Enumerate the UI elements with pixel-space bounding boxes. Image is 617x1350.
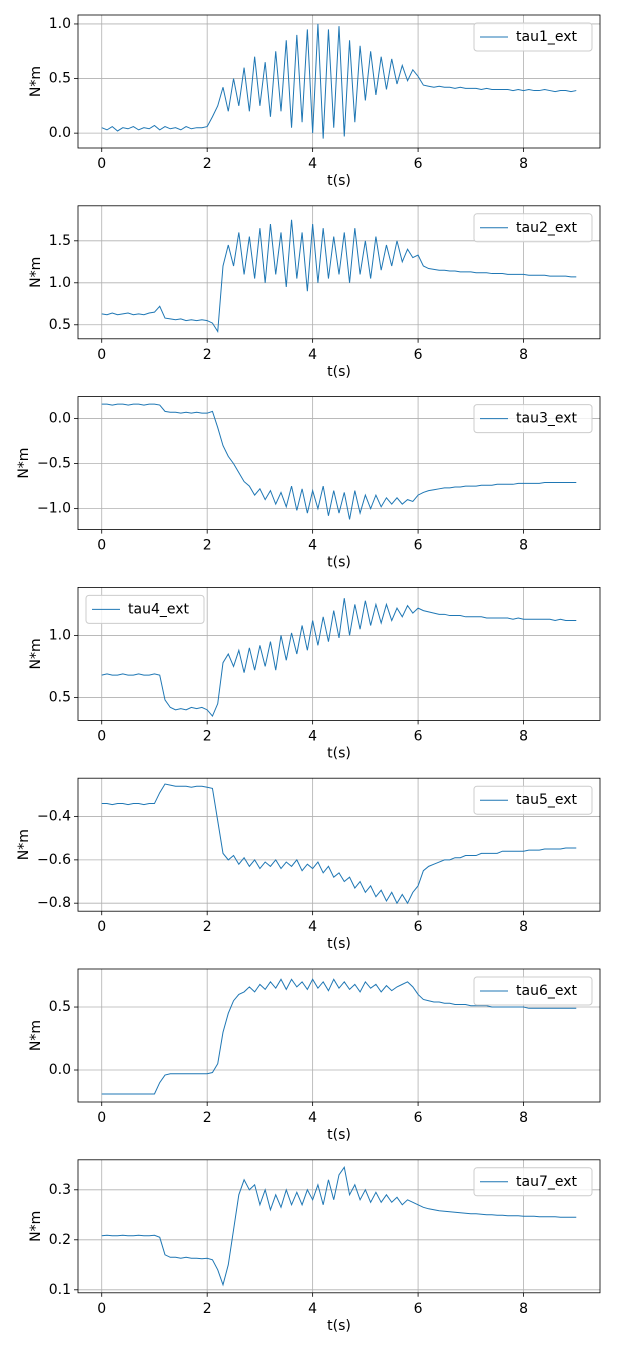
y-axis-label: N*m [28,638,44,669]
y-tick-label: −1.0 [37,501,71,517]
x-axis-label: t(s) [327,173,351,189]
x-tick-label: 0 [97,347,106,363]
y-tick-label: 0.5 [49,317,71,333]
legend-box [473,785,593,815]
x-tick-label: 6 [414,1301,423,1317]
y-tick-label: 1.0 [49,16,71,32]
y-tick-label: 0.0 [49,411,71,427]
x-axis-label: t(s) [327,936,351,952]
x-tick-label: 4 [308,347,317,363]
x-tick-label: 4 [308,1301,317,1317]
y-axis-label: N*m [16,448,32,479]
y-tick-label: 1.0 [49,627,71,643]
x-tick-label: 6 [414,156,423,172]
x-tick-label: 4 [308,1110,317,1126]
data-line [101,219,577,334]
legend-label: tau3_ext [516,411,578,427]
legend-label: tau2_ext [516,220,578,236]
x-tick-label: 0 [97,1110,106,1126]
x-axis-label: t(s) [327,1127,351,1143]
x-tick-label: 2 [203,1110,212,1126]
data-line [101,783,577,905]
x-tick-label: 8 [519,1110,528,1126]
y-tick-label: −0.4 [37,809,71,825]
x-tick-label: 0 [97,538,106,554]
legend-box [473,213,593,243]
legend-label: tau4_ext [128,601,190,617]
y-tick-label: 0.0 [49,1062,71,1078]
x-tick-label: 0 [97,1301,106,1317]
x-tick-label: 2 [203,347,212,363]
x-tick-label: 0 [97,728,106,744]
data-line [101,403,577,520]
legend-box [85,594,205,624]
x-tick-label: 2 [203,1301,212,1317]
x-tick-label: 6 [414,538,423,554]
axes-frame [77,396,601,531]
x-axis-label: t(s) [327,364,351,380]
y-tick-label: 0.2 [49,1232,71,1248]
y-tick-label: −0.6 [37,852,71,868]
legend-box [473,22,593,52]
data-line [101,978,577,1095]
y-tick-label: −0.5 [37,456,71,472]
x-tick-label: 2 [203,156,212,172]
x-tick-label: 2 [203,538,212,554]
legend-label: tau7_ext [516,1174,578,1190]
x-axis-label: t(s) [327,555,351,571]
legend-label: tau5_ext [516,792,578,808]
axes-frame [77,205,601,340]
axes-frame [77,587,601,721]
axes-frame [77,1159,601,1294]
x-tick-label: 8 [519,919,528,935]
y-tick-label: 0.5 [49,689,71,705]
data-line [101,23,577,139]
y-tick-label: −0.8 [37,895,71,911]
x-tick-label: 6 [414,728,423,744]
y-tick-label: 0.1 [49,1282,71,1298]
x-axis-label: t(s) [327,745,351,761]
y-axis-label: N*m [28,1211,44,1242]
y-tick-label: 0.5 [49,71,71,87]
x-tick-label: 8 [519,1301,528,1317]
y-axis-label: N*m [16,829,32,860]
x-tick-label: 0 [97,919,106,935]
legend-box [473,404,593,434]
x-tick-label: 4 [308,156,317,172]
legend-label: tau6_ext [516,983,578,999]
y-tick-label: 1.0 [49,275,71,291]
y-axis-label: N*m [28,1020,44,1051]
axes-frame [77,14,601,149]
x-tick-label: 2 [203,728,212,744]
legend-box [473,1167,593,1197]
y-axis-label: N*m [28,257,44,288]
legend-box [473,976,593,1006]
y-tick-label: 0.0 [49,125,71,141]
x-tick-label: 8 [519,728,528,744]
y-tick-label: 1.5 [49,233,71,249]
x-tick-label: 4 [308,728,317,744]
x-tick-label: 6 [414,347,423,363]
x-tick-label: 4 [308,919,317,935]
legend-label: tau1_ext [516,29,578,45]
x-axis-label: t(s) [327,1318,351,1334]
x-tick-label: 0 [97,156,106,172]
y-axis-label: N*m [28,66,44,97]
axes-frame [77,777,601,912]
x-tick-label: 6 [414,919,423,935]
x-tick-label: 2 [203,919,212,935]
x-tick-label: 6 [414,1110,423,1126]
x-tick-label: 8 [519,156,528,172]
x-tick-label: 8 [519,347,528,363]
axes-frame [77,968,601,1103]
data-line [101,598,577,718]
y-tick-label: 0.3 [49,1182,71,1198]
x-tick-label: 4 [308,538,317,554]
x-tick-label: 8 [519,538,528,554]
y-tick-label: 0.5 [49,999,71,1015]
data-line [101,1166,577,1287]
